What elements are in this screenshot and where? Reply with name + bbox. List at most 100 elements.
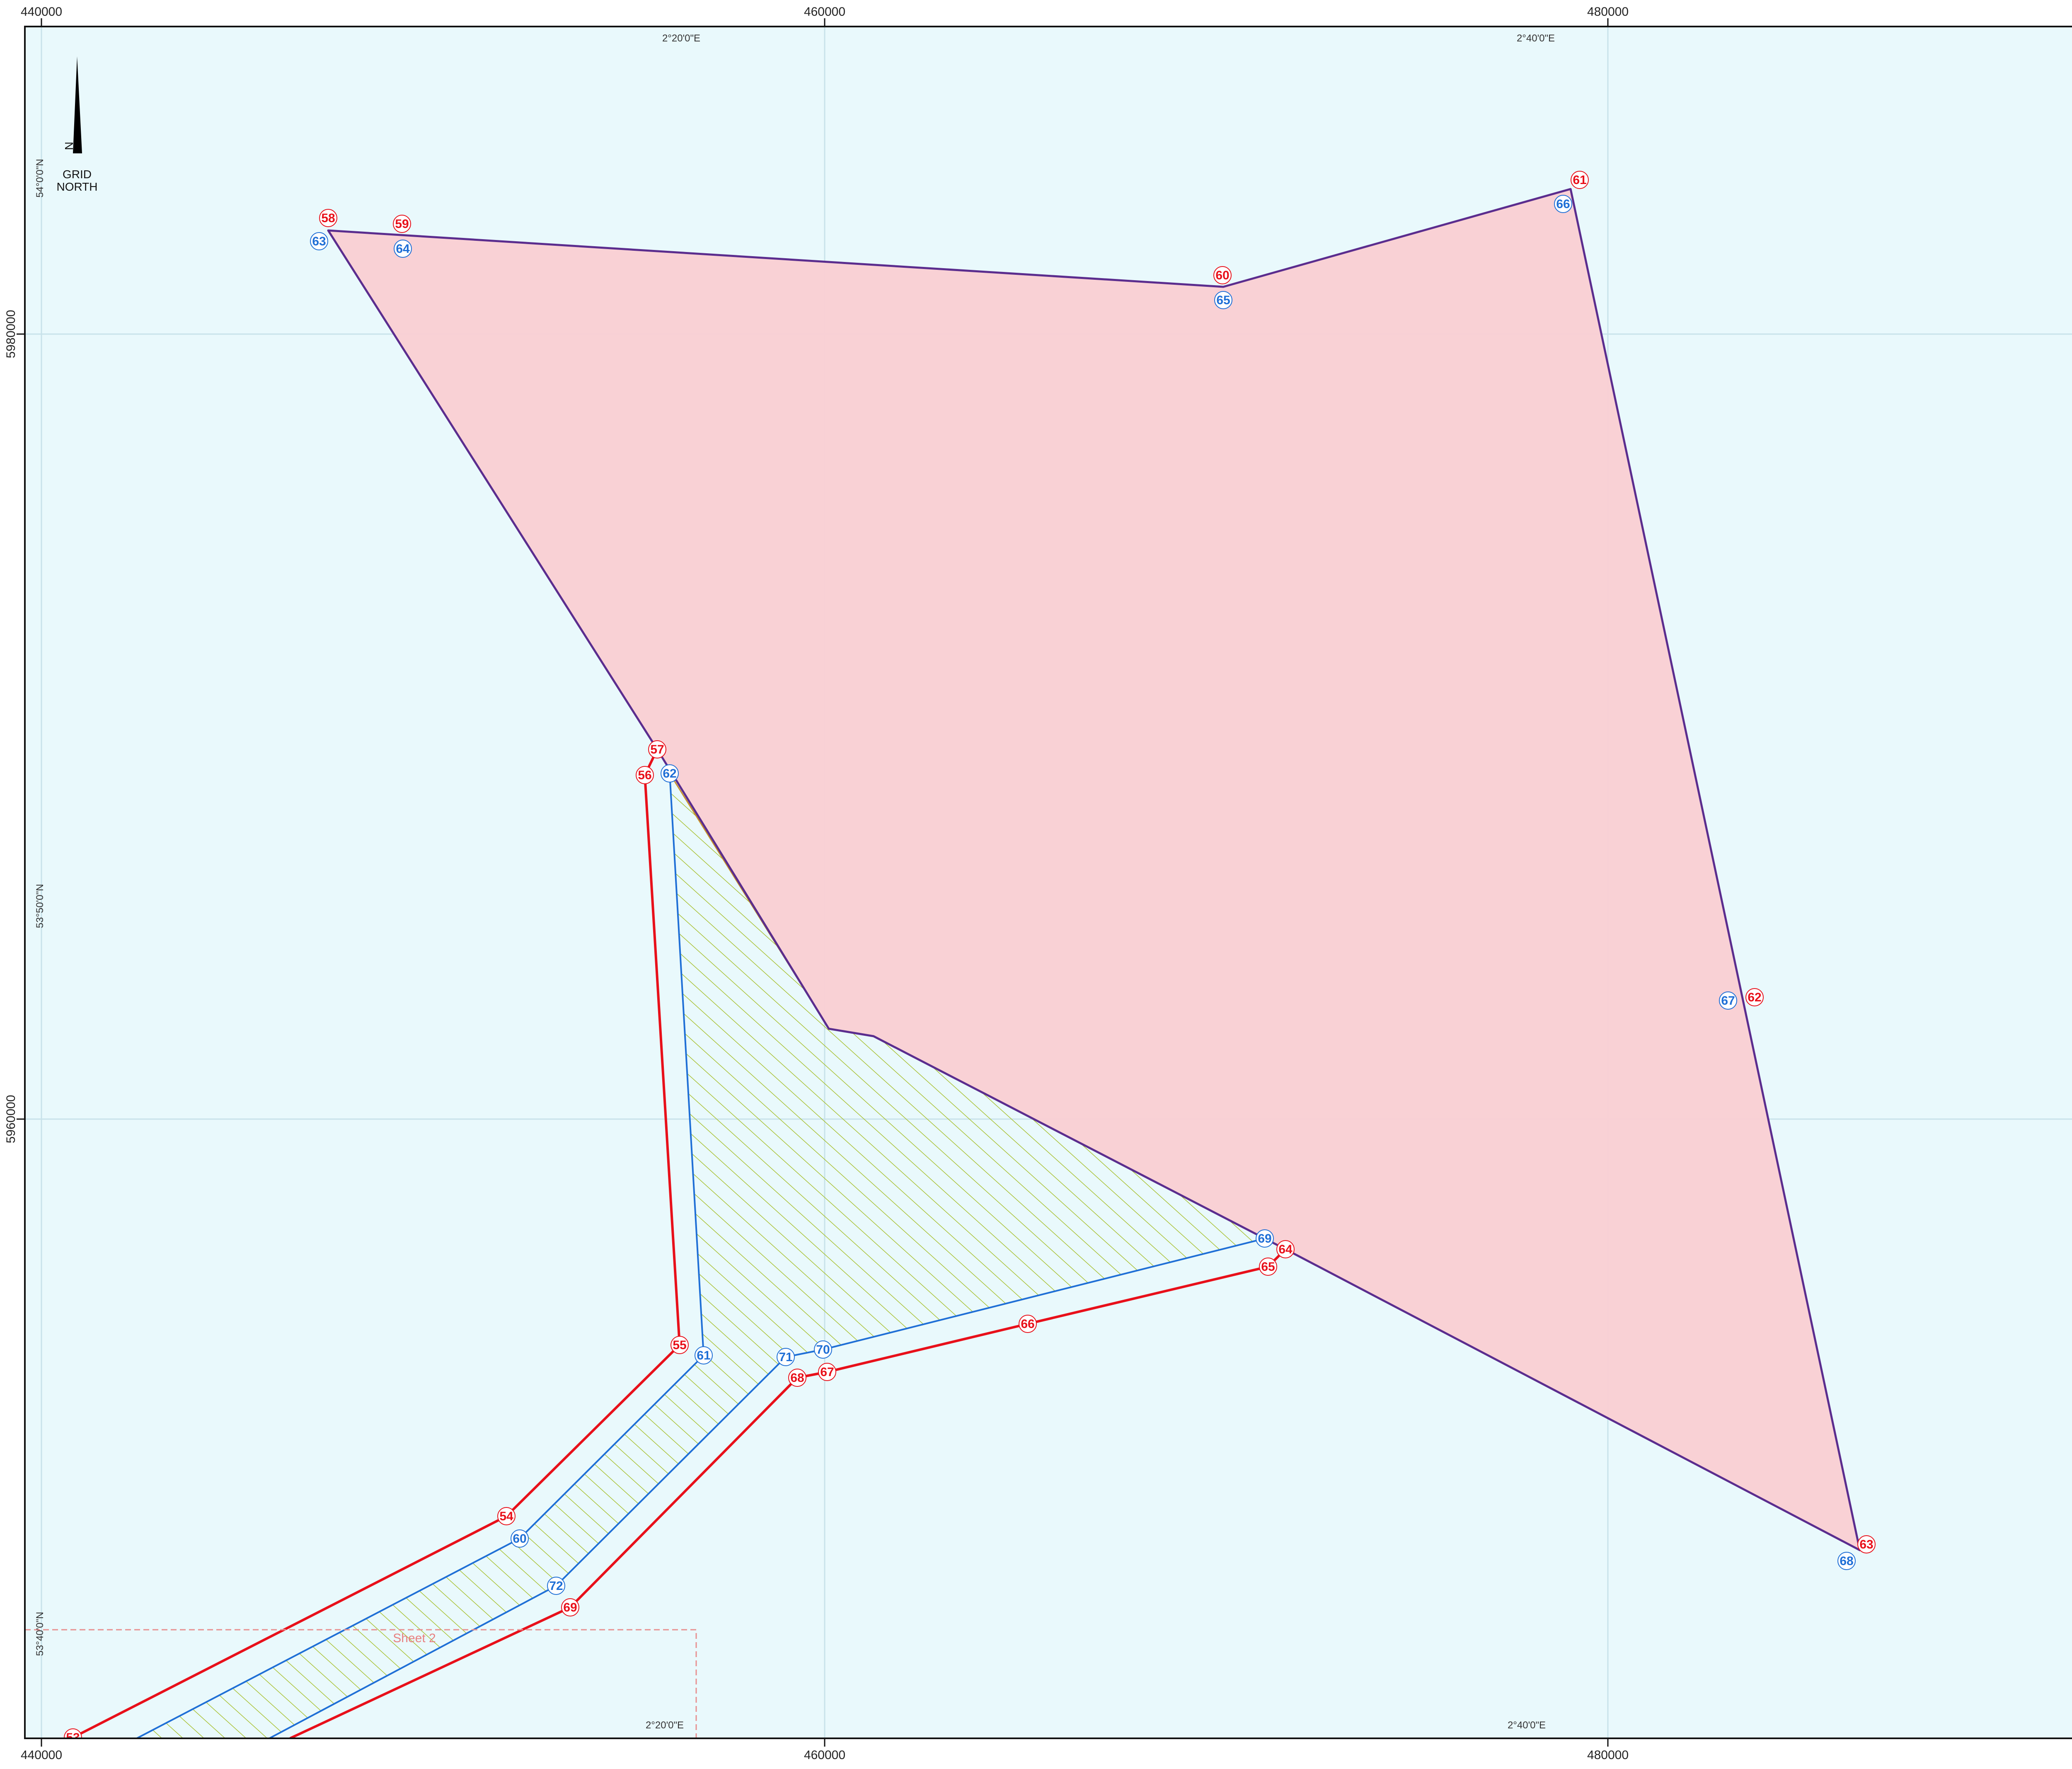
marker-label: 69 — [563, 1601, 577, 1614]
marker-circle — [1719, 991, 1737, 1010]
marker-circle — [393, 215, 411, 233]
marker-circle — [310, 232, 328, 250]
marker-circle — [1745, 988, 1764, 1006]
marker-circle — [394, 240, 412, 258]
red-marker-57[interactable]: 57 — [648, 740, 666, 758]
map-frame — [24, 26, 2072, 1739]
north-arrow: N GRID NORTH — [56, 56, 98, 193]
marker-label: 56 — [638, 768, 651, 782]
blue-marker-65[interactable]: 65 — [1214, 291, 1232, 309]
blue-marker-71[interactable]: 71 — [777, 1348, 795, 1366]
red-marker-67[interactable]: 67 — [818, 1363, 836, 1381]
red-marker-56[interactable]: 56 — [636, 766, 654, 784]
marker-label: 62 — [663, 767, 676, 780]
marker-label: 66 — [1021, 1317, 1034, 1331]
marker-label: 67 — [820, 1365, 834, 1379]
marker-label: 68 — [790, 1371, 804, 1385]
blue-marker-62[interactable]: 62 — [661, 764, 679, 783]
blue-marker-70[interactable]: 70 — [814, 1340, 832, 1359]
north-arrow-icon — [73, 56, 82, 153]
red-marker-59[interactable]: 59 — [393, 215, 411, 233]
marker-circle — [1259, 1258, 1277, 1276]
marker-label: 71 — [779, 1350, 792, 1364]
top-easting-label-480000: 480000 — [1587, 5, 1629, 19]
sheet-2-extent-box — [25, 1629, 697, 1738]
left-latitude-label-54-00: 54°0'0"N — [34, 159, 46, 197]
red-marker-66[interactable]: 66 — [1019, 1315, 1037, 1333]
red-marker-69[interactable]: 69 — [561, 1598, 579, 1616]
left-latitude-label-53-50: 53°50'0"N — [34, 884, 46, 928]
blue-marker-66[interactable]: 66 — [1554, 195, 1572, 213]
bottom-longitude-label-2-20: 2°20'0"E — [646, 1720, 684, 1731]
red-marker-60[interactable]: 60 — [1213, 266, 1232, 284]
marker-label: 68 — [1840, 1554, 1853, 1568]
marker-circle — [648, 740, 666, 758]
north-arrow-line1: GRID — [63, 168, 92, 181]
blue-marker-63[interactable]: 63 — [310, 232, 328, 250]
blue-marker-61[interactable]: 61 — [695, 1346, 713, 1364]
marker-label: 63 — [1859, 1538, 1873, 1551]
red-marker-62[interactable]: 62 — [1745, 988, 1764, 1006]
red-marker-61[interactable]: 61 — [1571, 171, 1589, 189]
marker-label: 53 — [66, 1731, 80, 1745]
marker-label: 60 — [513, 1532, 526, 1546]
sheet-2-label: Sheet 2 — [393, 1631, 436, 1645]
marker-circle — [1019, 1315, 1037, 1333]
blue-marker-67[interactable]: 67 — [1719, 991, 1737, 1010]
marker-circle — [1554, 195, 1572, 213]
top-longitude-label-2-40: 2°40'0"E — [1517, 33, 1555, 44]
marker-label: 66 — [1556, 197, 1570, 211]
bottom-longitude-label-2-40: 2°40'0"E — [1508, 1720, 1546, 1731]
marker-circle — [695, 1346, 713, 1364]
red-marker-68[interactable]: 68 — [788, 1369, 806, 1387]
marker-label: 61 — [697, 1349, 710, 1362]
marker-label: 65 — [1261, 1260, 1275, 1274]
blue-route-line-west[interactable] — [136, 773, 704, 1738]
marker-circle — [1214, 291, 1232, 309]
marker-label: 58 — [321, 211, 335, 225]
marker-circle — [818, 1363, 836, 1381]
blue-marker-68[interactable]: 68 — [1837, 1552, 1856, 1570]
blue-marker-69[interactable]: 69 — [1256, 1229, 1274, 1248]
marker-label: 64 — [396, 242, 410, 256]
marker-label: 65 — [1216, 293, 1230, 307]
bottom-easting-label-480000: 480000 — [1587, 1748, 1629, 1762]
marker-circle — [1837, 1552, 1856, 1570]
marker-circle — [661, 764, 679, 783]
red-marker-64[interactable]: 64 — [1276, 1240, 1295, 1258]
marker-circle — [547, 1577, 565, 1595]
axis-ticks — [17, 18, 1609, 1747]
marker-label: 62 — [1748, 991, 1761, 1004]
left-northing-label-5960000: 5960000 — [4, 1095, 18, 1144]
marker-circle — [777, 1348, 795, 1366]
marker-circle — [636, 766, 654, 784]
blue-marker-64[interactable]: 64 — [394, 240, 412, 258]
marker-label: 72 — [549, 1579, 563, 1593]
marker-circle — [670, 1336, 689, 1354]
red-marker-58[interactable]: 58 — [319, 209, 337, 227]
left-northing-label-5980000: 5980000 — [4, 310, 18, 359]
red-marker-65[interactable]: 65 — [1259, 1258, 1277, 1276]
marker-label: 61 — [1573, 173, 1586, 187]
marker-label: 60 — [1215, 269, 1229, 282]
marker-label: 70 — [816, 1343, 830, 1357]
marker-label: 57 — [650, 743, 664, 756]
marker-circle — [1571, 171, 1589, 189]
red-marker-55[interactable]: 55 — [670, 1336, 689, 1354]
red-marker-63[interactable]: 63 — [1857, 1535, 1876, 1553]
bottom-easting-label-440000: 440000 — [21, 1748, 62, 1762]
marker-circle — [814, 1340, 832, 1359]
blue-marker-60[interactable]: 60 — [511, 1529, 529, 1548]
top-easting-label-440000: 440000 — [21, 5, 62, 19]
red-marker-54[interactable]: 54 — [497, 1507, 516, 1525]
marker-label: 63 — [312, 235, 326, 248]
top-longitude-label-2-20: 2°20'0"E — [662, 33, 700, 44]
bottom-easting-label-460000: 460000 — [804, 1748, 845, 1762]
marker-circle — [511, 1529, 529, 1548]
red-marker-53[interactable]: 53 — [64, 1728, 82, 1746]
blue-marker-72[interactable]: 72 — [547, 1577, 565, 1595]
north-arrow-letter: N — [63, 142, 75, 150]
marker-label: 55 — [673, 1338, 686, 1352]
marker-label: 69 — [1258, 1232, 1271, 1246]
